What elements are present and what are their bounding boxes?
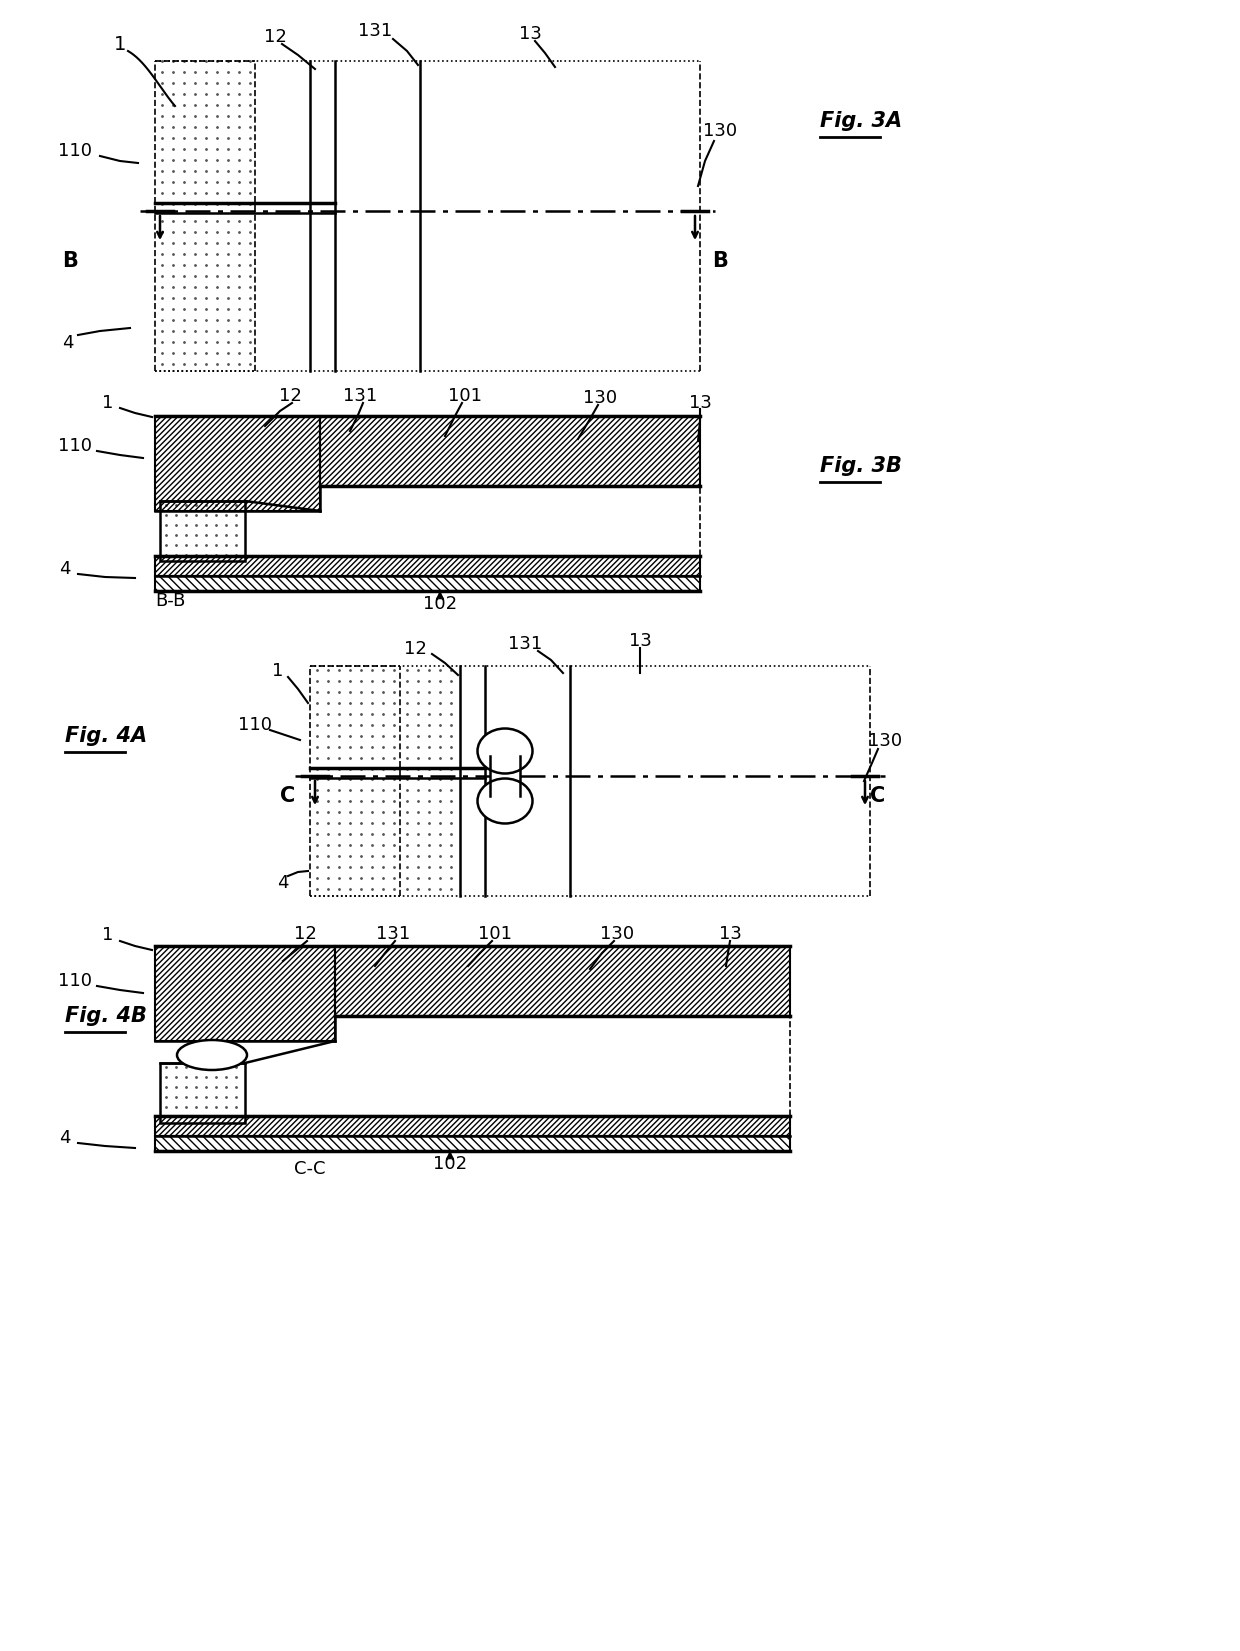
Bar — [155, 1136, 790, 1151]
Bar — [155, 1116, 790, 1136]
Text: 102: 102 — [433, 1156, 467, 1172]
Text: 12: 12 — [279, 386, 301, 404]
Text: 110: 110 — [58, 142, 92, 160]
Text: 13: 13 — [629, 632, 651, 650]
Text: C: C — [280, 786, 295, 806]
Text: 4: 4 — [278, 873, 289, 892]
Text: 4: 4 — [60, 560, 71, 578]
Text: 1: 1 — [273, 662, 284, 680]
Text: 131: 131 — [343, 386, 377, 404]
Bar — [155, 946, 335, 1042]
Text: 13: 13 — [718, 925, 742, 943]
Text: 12: 12 — [264, 28, 286, 46]
Bar — [155, 556, 701, 576]
Bar — [155, 1116, 790, 1136]
Text: 1: 1 — [103, 395, 114, 413]
Text: B: B — [62, 251, 78, 271]
Ellipse shape — [177, 1040, 247, 1070]
Text: 130: 130 — [868, 731, 901, 750]
Ellipse shape — [477, 779, 532, 824]
Text: 130: 130 — [703, 122, 737, 140]
Text: 4: 4 — [62, 334, 73, 352]
Text: C-C: C-C — [294, 1161, 326, 1179]
Text: 102: 102 — [423, 594, 458, 613]
Ellipse shape — [477, 728, 532, 774]
Text: Fig. 4B: Fig. 4B — [64, 1005, 146, 1025]
Bar — [155, 556, 701, 576]
Text: Fig. 3A: Fig. 3A — [820, 111, 903, 130]
Text: 130: 130 — [600, 925, 634, 943]
Bar — [155, 1136, 790, 1151]
Bar — [160, 500, 246, 561]
Bar — [160, 1063, 246, 1123]
Bar — [155, 576, 701, 591]
Text: 131: 131 — [376, 925, 410, 943]
Text: 131: 131 — [358, 21, 392, 40]
Text: B: B — [712, 251, 728, 271]
Text: 101: 101 — [477, 925, 512, 943]
Text: 13: 13 — [688, 395, 712, 413]
Text: 13: 13 — [518, 25, 542, 43]
Text: 130: 130 — [583, 390, 618, 408]
Text: 131: 131 — [508, 636, 542, 654]
Bar — [155, 416, 320, 512]
Text: 12: 12 — [294, 925, 316, 943]
Text: 110: 110 — [58, 972, 92, 991]
Bar — [335, 946, 790, 1015]
Text: 1: 1 — [103, 926, 114, 944]
Bar — [335, 946, 790, 1015]
Text: Fig. 4A: Fig. 4A — [64, 726, 148, 746]
Bar — [155, 576, 701, 591]
Text: C: C — [870, 786, 885, 806]
Text: Fig. 3B: Fig. 3B — [820, 456, 901, 475]
Text: 110: 110 — [58, 438, 92, 456]
Text: 12: 12 — [403, 641, 427, 659]
Text: 110: 110 — [238, 717, 272, 735]
Bar — [155, 416, 320, 512]
Text: 4: 4 — [60, 1129, 71, 1147]
Text: B-B: B-B — [155, 593, 185, 609]
Text: 101: 101 — [448, 386, 482, 404]
Bar — [320, 416, 701, 485]
Bar — [320, 416, 701, 485]
Bar — [155, 946, 335, 1042]
Text: 1: 1 — [114, 35, 126, 53]
Bar — [490, 751, 520, 801]
